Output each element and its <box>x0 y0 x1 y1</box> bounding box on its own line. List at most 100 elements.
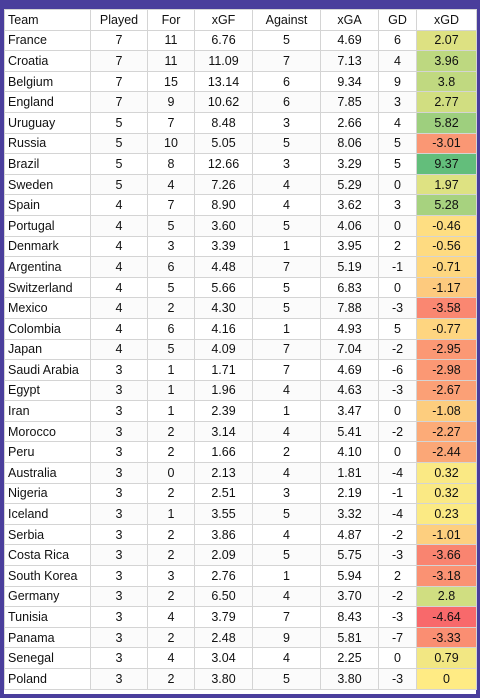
cell-against: 7 <box>253 51 321 72</box>
cell-xgd: -3.01 <box>417 133 477 154</box>
cell-xgd: 0.32 <box>417 463 477 484</box>
cell-played: 4 <box>91 195 148 216</box>
cell-played: 4 <box>91 318 148 339</box>
cell-for: 6 <box>148 318 195 339</box>
cell-against: 1 <box>253 401 321 422</box>
cell-for: 1 <box>148 380 195 401</box>
cell-gd: 0 <box>379 401 417 422</box>
cell-gd: -2 <box>379 339 417 360</box>
table-row: Iceland 3 1 3.55 5 3.32 -4 0.23 <box>5 504 477 525</box>
table-row: South Korea 3 3 2.76 1 5.94 2 -3.18 <box>5 566 477 587</box>
header-played: Played <box>91 10 148 31</box>
cell-team: Tunisia <box>5 607 91 628</box>
cell-xgd: 0.23 <box>417 504 477 525</box>
cell-for: 5 <box>148 339 195 360</box>
cell-team: Brazil <box>5 154 91 175</box>
cell-xgf: 2.48 <box>195 627 253 648</box>
cell-gd: 5 <box>379 318 417 339</box>
cell-for: 2 <box>148 545 195 566</box>
cell-xgf: 2.76 <box>195 566 253 587</box>
cell-against: 2 <box>253 442 321 463</box>
cell-xga: 4.63 <box>321 380 379 401</box>
cell-played: 3 <box>91 566 148 587</box>
cell-team: Australia <box>5 463 91 484</box>
cell-played: 4 <box>91 339 148 360</box>
table-row: Colombia 4 6 4.16 1 4.93 5 -0.77 <box>5 318 477 339</box>
cell-xgf: 4.09 <box>195 339 253 360</box>
cell-for: 2 <box>148 483 195 504</box>
cell-played: 4 <box>91 277 148 298</box>
cell-for: 2 <box>148 298 195 319</box>
cell-for: 6 <box>148 257 195 278</box>
cell-xga: 4.69 <box>321 360 379 381</box>
cell-for: 4 <box>148 648 195 669</box>
cell-for: 2 <box>148 669 195 690</box>
header-gd: GD <box>379 10 417 31</box>
cell-team: Morocco <box>5 421 91 442</box>
cell-xgf: 3.04 <box>195 648 253 669</box>
cell-against: 1 <box>253 236 321 257</box>
cell-xgf: 4.48 <box>195 257 253 278</box>
cell-for: 5 <box>148 215 195 236</box>
cell-played: 3 <box>91 463 148 484</box>
table-row: Iran 3 1 2.39 1 3.47 0 -1.08 <box>5 401 477 422</box>
header-row: Team Played For xGF Against xGA GD xGD <box>5 10 477 31</box>
table-row: Croatia 7 11 11.09 7 7.13 4 3.96 <box>5 51 477 72</box>
cell-team: Poland <box>5 669 91 690</box>
cell-team: Serbia <box>5 524 91 545</box>
cell-xga: 5.29 <box>321 174 379 195</box>
cell-xgf: 3.79 <box>195 607 253 628</box>
cell-xga: 5.75 <box>321 545 379 566</box>
table-row: England 7 9 10.62 6 7.85 3 2.77 <box>5 92 477 113</box>
cell-gd: -6 <box>379 360 417 381</box>
cell-against: 4 <box>253 174 321 195</box>
cell-gd: 2 <box>379 236 417 257</box>
cell-team: Costa Rica <box>5 545 91 566</box>
cell-xgf: 13.14 <box>195 71 253 92</box>
cell-xga: 7.04 <box>321 339 379 360</box>
cell-xgf: 3.14 <box>195 421 253 442</box>
cell-xga: 3.80 <box>321 669 379 690</box>
cell-played: 7 <box>91 71 148 92</box>
cell-team: Iceland <box>5 504 91 525</box>
cell-xga: 5.19 <box>321 257 379 278</box>
cell-xga: 7.13 <box>321 51 379 72</box>
cell-xgf: 3.55 <box>195 504 253 525</box>
cell-gd: -2 <box>379 421 417 442</box>
cell-for: 7 <box>148 112 195 133</box>
cell-xgd: 5.82 <box>417 112 477 133</box>
cell-xgf: 8.90 <box>195 195 253 216</box>
cell-against: 5 <box>253 298 321 319</box>
cell-xga: 5.41 <box>321 421 379 442</box>
table-row: Australia 3 0 2.13 4 1.81 -4 0.32 <box>5 463 477 484</box>
cell-for: 2 <box>148 421 195 442</box>
cell-against: 5 <box>253 215 321 236</box>
header-xgd: xGD <box>417 10 477 31</box>
cell-xgd: -1.17 <box>417 277 477 298</box>
table-frame: Team Played For xGF Against xGA GD xGD F… <box>4 9 476 694</box>
table-row: Peru 3 2 1.66 2 4.10 0 -2.44 <box>5 442 477 463</box>
table-row: Saudi Arabia 3 1 1.71 7 4.69 -6 -2.98 <box>5 360 477 381</box>
cell-xga: 7.85 <box>321 92 379 113</box>
cell-against: 5 <box>253 133 321 154</box>
cell-played: 4 <box>91 215 148 236</box>
cell-for: 2 <box>148 627 195 648</box>
cell-team: Denmark <box>5 236 91 257</box>
cell-played: 3 <box>91 545 148 566</box>
cell-gd: -4 <box>379 504 417 525</box>
cell-xga: 5.81 <box>321 627 379 648</box>
table-row: Tunisia 3 4 3.79 7 8.43 -3 -4.64 <box>5 607 477 628</box>
cell-against: 6 <box>253 92 321 113</box>
cell-xga: 2.19 <box>321 483 379 504</box>
table-row: Japan 4 5 4.09 7 7.04 -2 -2.95 <box>5 339 477 360</box>
table-row: Egypt 3 1 1.96 4 4.63 -3 -2.67 <box>5 380 477 401</box>
cell-team: Russia <box>5 133 91 154</box>
cell-team: Sweden <box>5 174 91 195</box>
cell-team: Saudi Arabia <box>5 360 91 381</box>
cell-against: 4 <box>253 524 321 545</box>
table-body: France 7 11 6.76 5 4.69 6 2.07 Croatia 7 11 11.09 7 7… <box>5 30 477 689</box>
cell-played: 3 <box>91 442 148 463</box>
cell-xgd: -3.33 <box>417 627 477 648</box>
cell-xga: 3.29 <box>321 154 379 175</box>
cell-xgf: 3.39 <box>195 236 253 257</box>
